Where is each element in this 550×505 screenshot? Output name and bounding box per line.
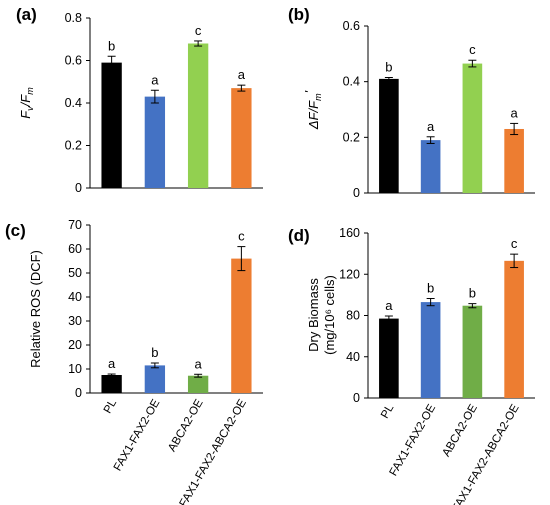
bar: [187, 43, 209, 188]
bar: [144, 365, 166, 393]
y-tick-label: 0.4: [65, 96, 82, 110]
y-tick-label: 0.2: [343, 130, 360, 144]
bar: [504, 260, 524, 398]
y-tick-label: 120: [339, 267, 360, 281]
bar: [379, 318, 399, 398]
bar: [231, 258, 252, 393]
significance-letter: a: [151, 72, 159, 87]
x-tick-label: PL: [379, 402, 397, 421]
bar: [231, 88, 252, 188]
y-tick-label: 0: [353, 391, 360, 405]
y-tick-label: 0: [75, 181, 82, 195]
bar: [420, 302, 441, 398]
chart-panel-3: (c) 0 10 20 30 40 50 60 70 Relative ROS (DCF) a PL b…: [5, 218, 263, 505]
bar: [420, 140, 441, 193]
y-tick-label: 0: [75, 386, 82, 400]
y-axis-label: ΔF/Fm': [302, 90, 323, 130]
x-tick-label: ABCA2-OE: [440, 402, 480, 459]
y-tick-label: 0.6: [65, 54, 82, 68]
panel-label: (c): [5, 221, 26, 240]
panel-label: (a): [16, 5, 37, 24]
significance-letter: b: [427, 280, 434, 295]
y-tick-label: 50: [68, 266, 82, 280]
panel-label: (b): [288, 5, 310, 24]
significance-letter: b: [151, 345, 158, 360]
significance-letter: b: [385, 59, 392, 74]
x-tick-label: FAX1-FAX2-OE: [388, 402, 439, 478]
bar: [462, 63, 483, 194]
chart-panel-2: (b) 0 0.2 0.4 0.6 ΔF/Fm' b a c a: [288, 5, 535, 200]
y-tick-label: 160: [339, 226, 360, 240]
significance-letter: b: [108, 38, 115, 53]
x-tick-label: FAX1-FAX2-OE: [112, 397, 163, 473]
significance-letter: a: [108, 356, 116, 371]
significance-letter: b: [469, 286, 476, 301]
y-axis-label: Fv/Fm: [18, 87, 35, 119]
significance-letter: c: [469, 42, 476, 57]
y-tick-label: 70: [68, 218, 82, 232]
bar: [379, 78, 399, 193]
significance-letter: a: [385, 298, 393, 313]
y-tick-label: 0.6: [343, 19, 360, 33]
y-axis-label: Relative ROS (DCF): [28, 250, 43, 368]
x-tick-label: ABCA2-OE: [166, 397, 206, 454]
y-tick-label: 10: [68, 362, 82, 376]
bar: [101, 62, 122, 188]
bar: [101, 375, 122, 393]
y-tick-label: 60: [68, 242, 82, 256]
y-tick-label: 0.4: [343, 75, 360, 89]
y-tick-label: 0: [353, 186, 360, 200]
y-tick-label: 40: [68, 290, 82, 304]
y-tick-label: 40: [346, 350, 360, 364]
panel-label: (d): [288, 226, 310, 245]
y-tick-label: 0.2: [65, 139, 82, 153]
significance-letter: a: [195, 356, 203, 371]
y-tick-label: 80: [346, 309, 360, 323]
y-axis-label-units: (mg/10⁶ cells): [322, 275, 337, 355]
bar: [144, 96, 166, 188]
significance-letter: a: [238, 67, 246, 82]
bar: [504, 128, 524, 193]
y-tick-label: 20: [68, 338, 82, 352]
bar: [187, 375, 209, 393]
significance-letter: a: [427, 119, 435, 134]
significance-letter: c: [511, 236, 518, 251]
significance-letter: a: [511, 105, 519, 120]
significance-letter: c: [195, 23, 202, 38]
chart-panel-4: (d) 0 40 80 120 160 Dry Biomass (mg/10⁶ cells) a…: [288, 226, 535, 505]
bar: [462, 305, 483, 398]
chart-panel-1: (a) 0 0.2 0.4 0.6 0.8 Fv/Fm b a c a: [16, 5, 263, 195]
y-tick-label: 30: [68, 314, 82, 328]
y-tick-label: 0.8: [65, 11, 82, 25]
y-axis-label: Dry Biomass: [306, 278, 321, 352]
x-tick-label: PL: [102, 397, 120, 416]
significance-letter: c: [238, 229, 245, 244]
